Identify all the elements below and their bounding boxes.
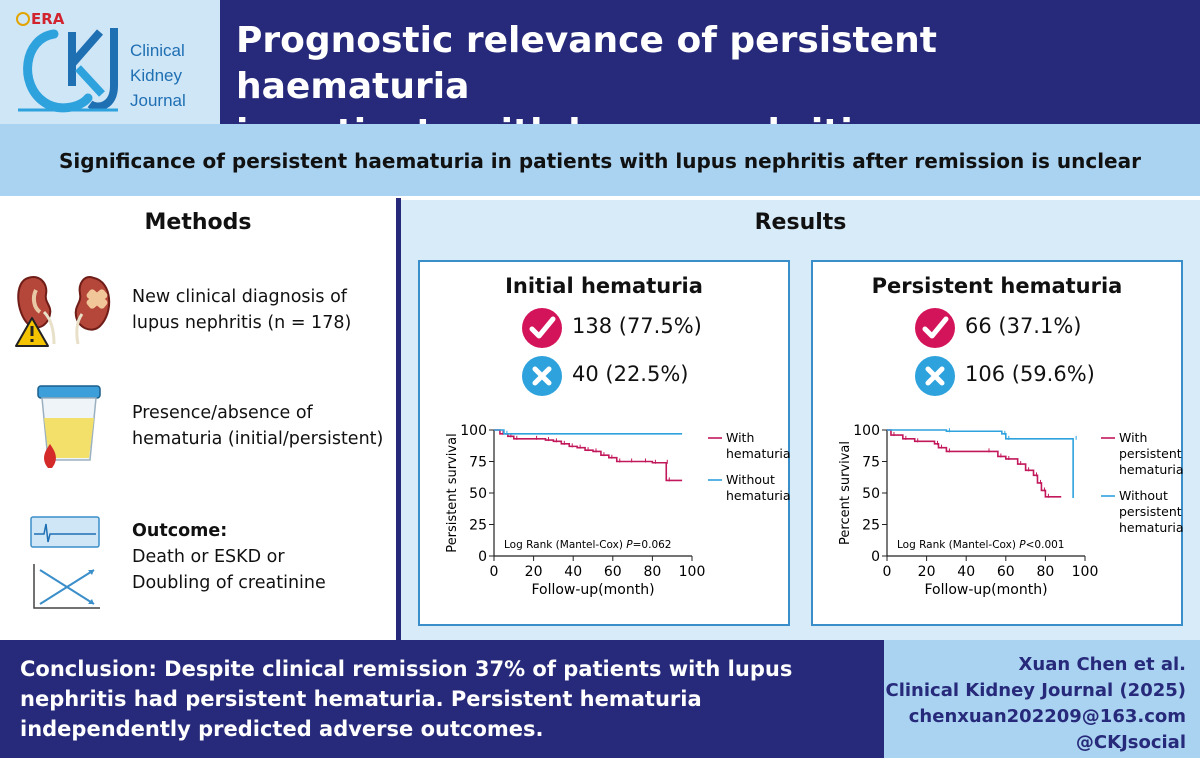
y-tick-label: 0 [478,549,487,565]
header: ERA Clinical Kidney Journal Prognostic r… [0,0,1200,153]
y-tick-label: 25 [469,518,487,534]
citation-social[interactable]: @CKJsocial [1075,732,1186,753]
check-icon [915,308,955,348]
methods-title: Methods [144,210,252,235]
results-section: Results Initial hematuria 138 (77.5%) 40… [401,200,1200,640]
y-tick-label: 0 [871,549,880,565]
x-tick-label: 40 [957,564,975,580]
method-diagnosis-text: New clinical diagnosis of lupus nephriti… [132,287,352,333]
urine-sample-icon [37,385,101,468]
y-axis-label: Percent survival [838,441,853,545]
log-rank-annotation: Log Rank (Mantel-Cox) P=0.062 [504,539,671,551]
kidney-warning-icon [15,276,111,347]
cross-icon [915,356,955,396]
km-chart-persistent: 0 25 50 75 100 0 20 40 60 80 100 Follow-up(month) Pe… [838,423,1184,598]
km-curve-without [494,429,683,435]
y-axis-label: Persistent survival [445,433,460,552]
persistent-hematuria-panel: Persistent hematuria 66 (37.1%) 106 (59.… [811,260,1184,626]
creatinine-trend-icon [33,564,100,609]
results-title: Results [754,210,847,235]
with-value: 66 (37.1%) [965,314,1082,338]
x-tick-label: 0 [883,564,892,580]
legend-label: hematuria [1119,520,1184,535]
journal-name: Clinical Kidney Journal [130,41,186,110]
journal-logo: ERA Clinical Kidney Journal [0,0,220,124]
km-chart-initial: 0 25 50 75 100 0 20 40 60 80 100 Follow-up(month) Pe… [445,423,791,598]
legend-label: hematuria [1119,462,1184,477]
x-tick-label: 100 [1072,564,1099,580]
x-axis-label: Follow-up(month) [924,582,1047,598]
method-outcome-text: Outcome: Death or ESKD or Doubling of cr… [132,521,326,593]
subtitle-banner: Significance of persistent haematuria in… [0,124,1200,198]
panel-title: Initial hematuria [505,274,703,298]
x-tick-label: 80 [643,564,661,580]
conclusion-text: Conclusion: Despite clinical remission 3… [20,657,793,741]
initial-hematuria-panel: Initial hematuria 138 (77.5%) 40 (22.5%)… [418,260,791,626]
conclusion-box: Conclusion: Despite clinical remission 3… [0,640,884,758]
x-tick-label: 100 [679,564,706,580]
log-rank-annotation: Log Rank (Mantel-Cox) P<0.001 [897,539,1064,551]
x-tick-label: 60 [997,564,1015,580]
citation-email[interactable]: chenxuan202209@163.com [908,706,1186,727]
x-tick-label: 80 [1036,564,1054,580]
y-tick-label: 75 [862,455,880,471]
km-curve-with [887,429,1062,498]
y-tick-label: 50 [469,486,487,502]
x-axis-label: Follow-up(month) [531,582,654,598]
panel-title: Persistent hematuria [871,274,1123,298]
x-tick-label: 0 [490,564,499,580]
citation-box: Xuan Chen et al. Clinical Kidney Journal… [884,640,1200,758]
legend-label: Without [726,472,775,487]
legend-label: hematuria [726,488,791,503]
banner-text: Significance of persistent haematuria in… [59,149,1141,173]
method-hematuria-text: Presence/absence of hematuria (initial/p… [132,403,384,449]
x-tick-label: 60 [604,564,622,580]
check-icon [522,308,562,348]
y-tick-label: 100 [460,423,487,439]
without-value: 40 (22.5%) [572,362,689,386]
legend-label: hematuria [726,446,791,461]
legend-label: persistent [1119,504,1182,519]
y-tick-label: 75 [469,455,487,471]
ecg-monitor-icon [30,516,100,548]
y-tick-label: 25 [862,518,880,534]
section-divider [396,198,401,640]
x-tick-label: 20 [918,564,936,580]
x-tick-label: 20 [525,564,543,580]
citation-journal: Clinical Kidney Journal (2025) [885,680,1186,701]
km-curve-with [494,429,683,482]
without-value: 106 (59.6%) [965,362,1095,386]
ckj-logo-icon [18,28,118,113]
methods-section: Methods New clinical diagnosis of lupus … [0,200,396,640]
km-curve-without [887,429,1074,499]
legend-label: With [726,430,754,445]
era-logo: ERA [16,10,64,28]
with-value: 138 (77.5%) [572,314,702,338]
citation-author: Xuan Chen et al. [1018,654,1186,675]
cross-icon [522,356,562,396]
legend-label: Without [1119,488,1168,503]
legend-label: persistent [1119,446,1182,461]
x-tick-label: 40 [564,564,582,580]
y-tick-label: 100 [853,423,880,439]
y-tick-label: 50 [862,486,880,502]
legend-label: With [1119,430,1147,445]
